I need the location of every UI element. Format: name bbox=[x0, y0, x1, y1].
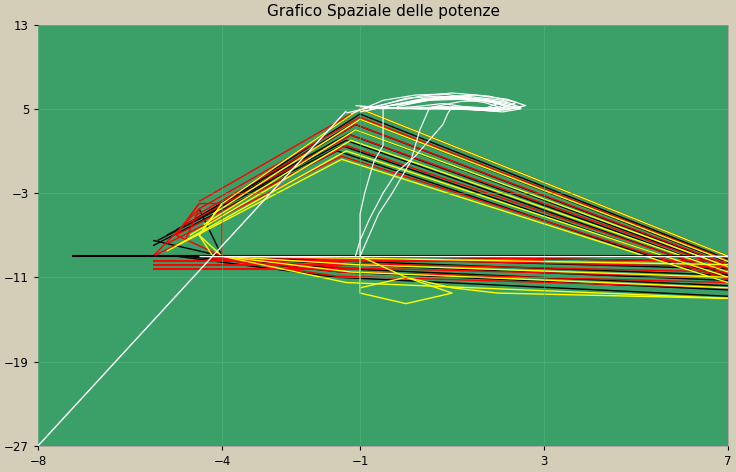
Title: Grafico Spaziale delle potenze: Grafico Spaziale delle potenze bbox=[266, 4, 500, 19]
